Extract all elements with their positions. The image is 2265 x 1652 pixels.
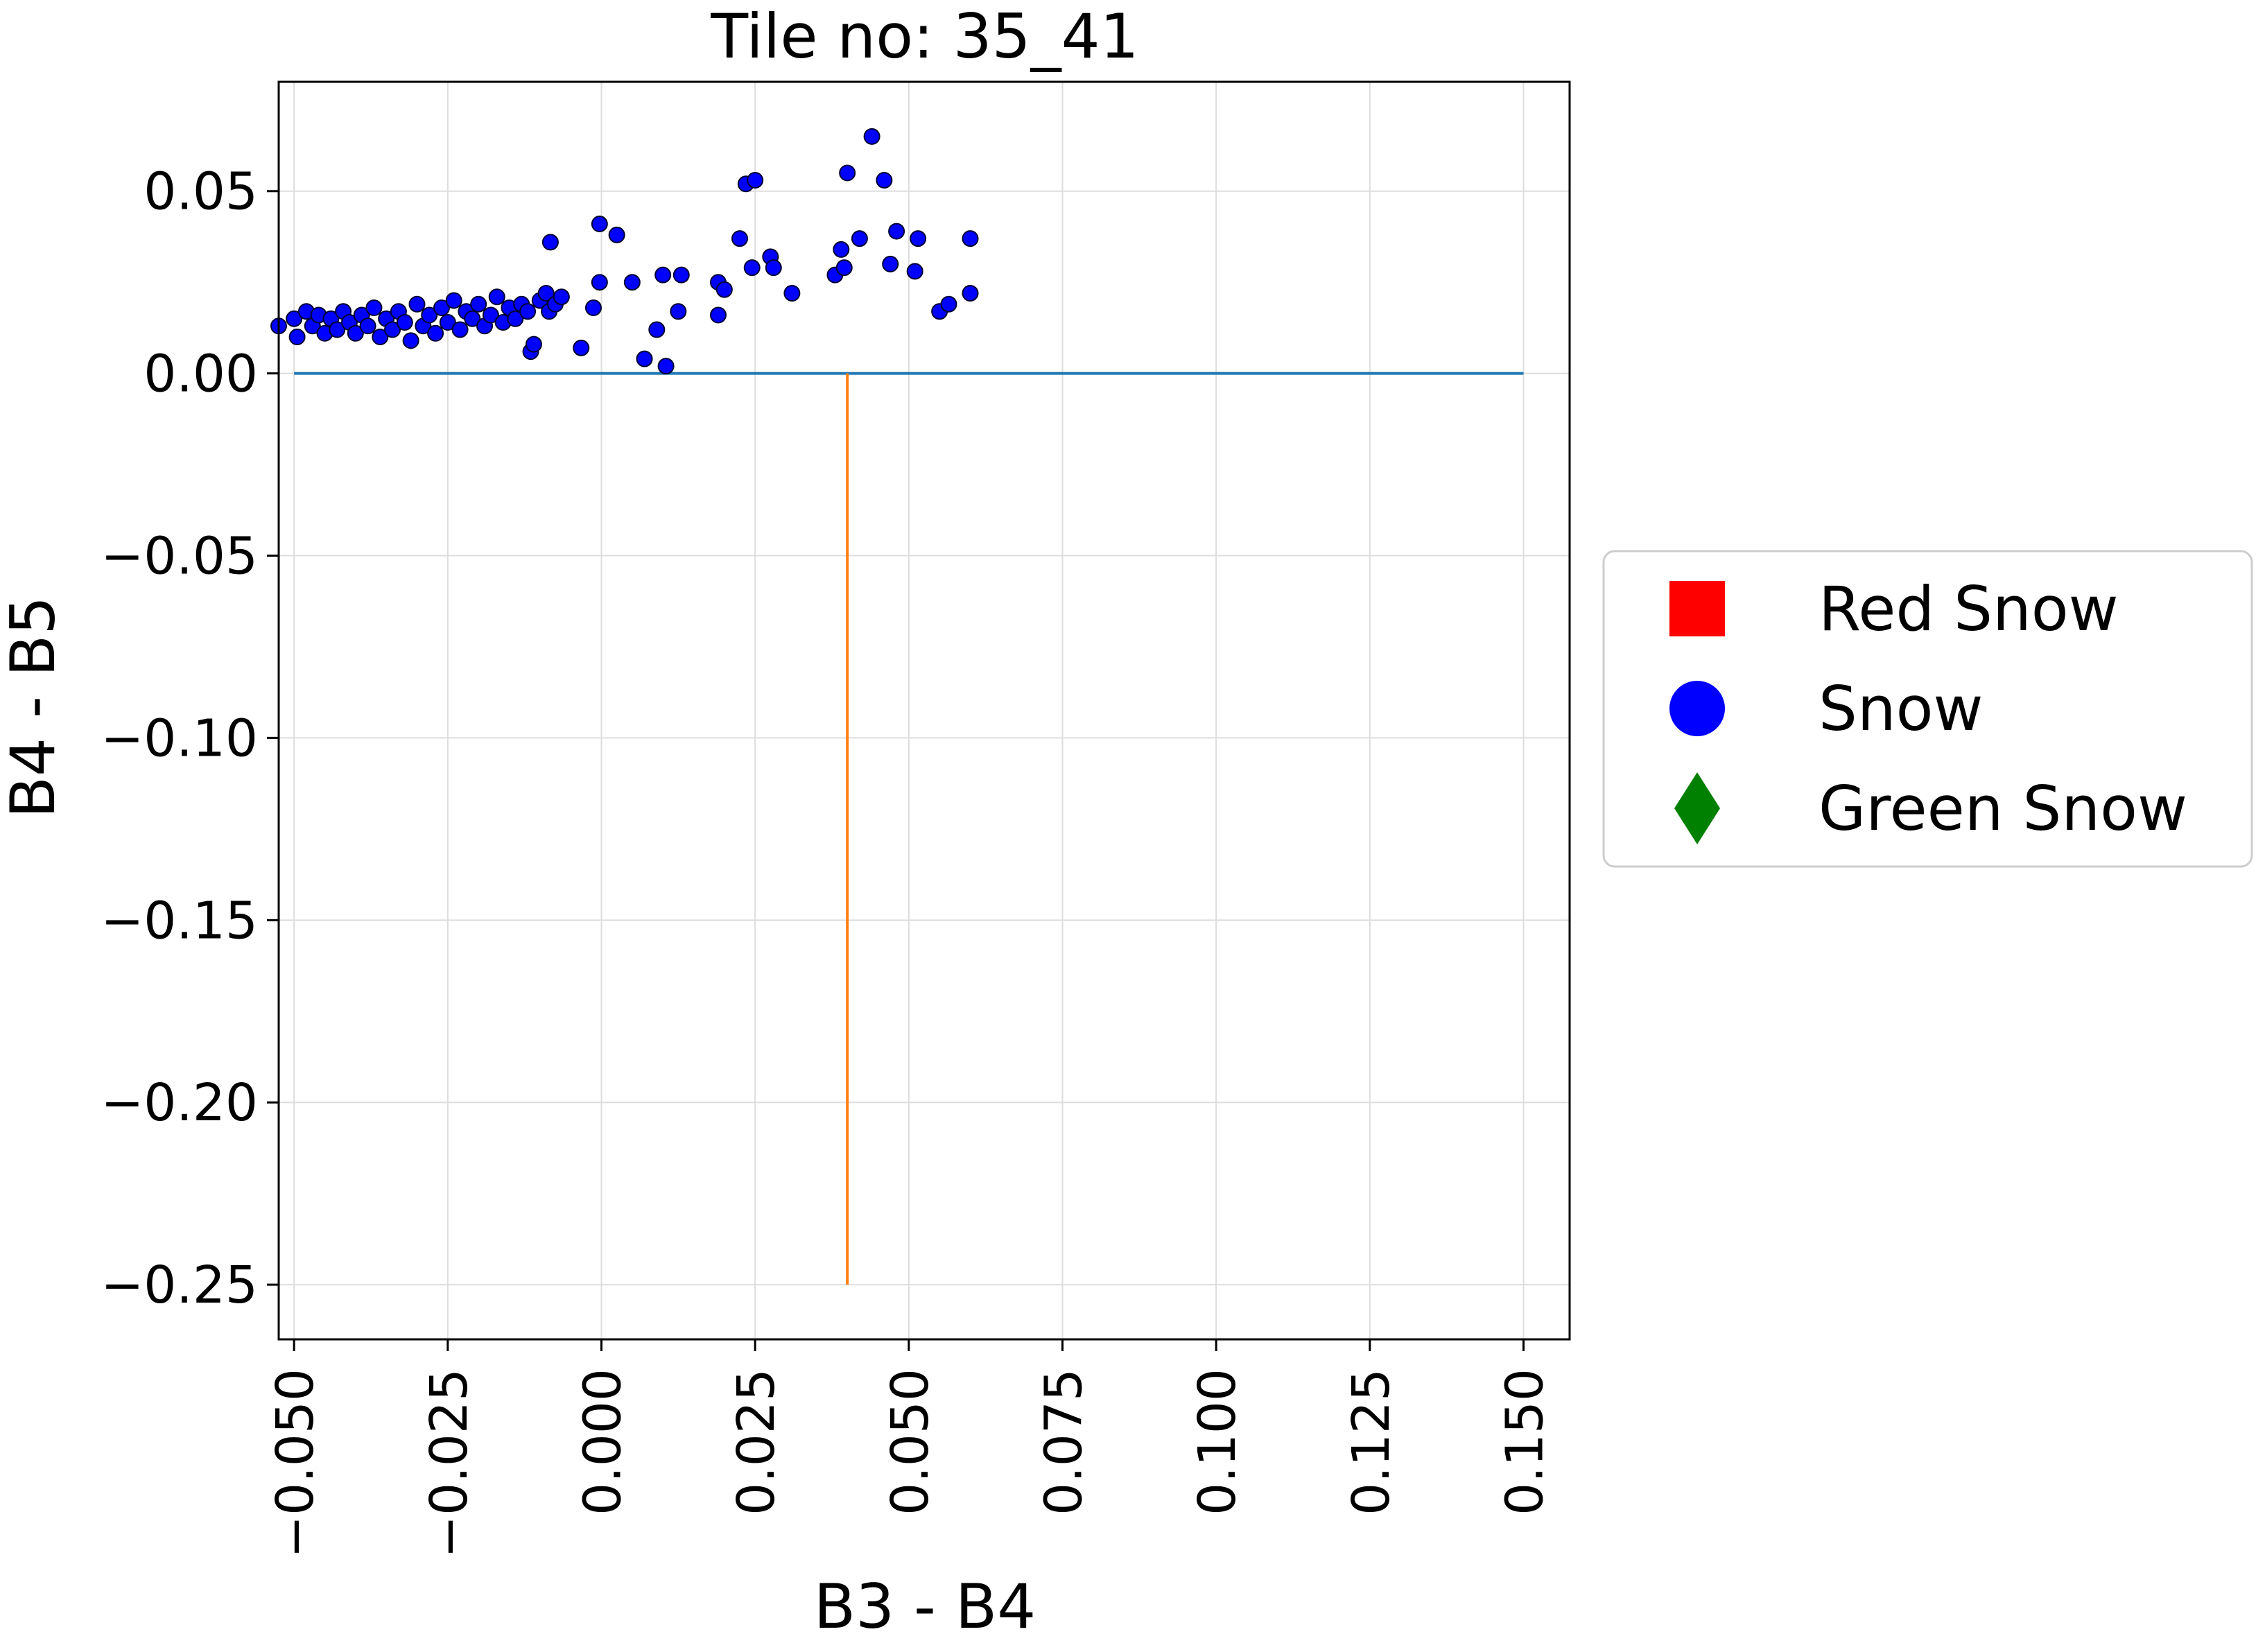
legend-frame	[1602, 550, 2253, 868]
y-tick-label: −0.05	[101, 527, 258, 586]
snow-point	[910, 230, 927, 247]
snow-point	[372, 329, 389, 346]
snow-point	[396, 314, 413, 331]
x-tick-label: −0.025	[419, 1368, 479, 1558]
x-tick-label: 0.050	[880, 1368, 940, 1515]
snow-point	[439, 314, 456, 331]
snow-point	[851, 230, 868, 247]
snow-point	[347, 324, 364, 342]
snow-point	[608, 226, 625, 243]
snow-point	[743, 259, 761, 277]
snow-point	[584, 299, 602, 316]
legend: Red Snow Snow Green Snow	[1602, 550, 2253, 868]
snow-point	[715, 281, 733, 298]
x-axis-label: B3 - B4	[814, 1571, 1036, 1642]
snow-point	[747, 171, 764, 189]
x-axis-ticks: −0.050 −0.025 0.000 0.025 0.050 0.075 0.100 0.1…	[266, 1339, 1555, 1558]
snow-point	[445, 292, 462, 309]
snow-point	[657, 358, 675, 375]
snow-point	[591, 216, 608, 233]
snow-point	[553, 288, 570, 306]
snow-point	[709, 306, 727, 324]
y-tick-label: −0.25	[101, 1255, 258, 1315]
snow-point	[488, 288, 505, 306]
snow-point	[519, 303, 537, 320]
plot-frame	[277, 80, 1571, 1341]
snow-point	[359, 318, 376, 335]
snow-point	[940, 295, 957, 313]
snow-point	[783, 284, 801, 302]
legend-label: Green Snow	[1819, 773, 2187, 844]
snow-point	[537, 284, 555, 302]
snow-point	[654, 266, 672, 284]
snow-point	[573, 339, 590, 356]
y-tick-label: −0.10	[101, 708, 258, 768]
snow-point	[648, 321, 666, 338]
grid	[279, 82, 1570, 1339]
snow-point	[962, 230, 979, 247]
x-tick-label: 0.075	[1034, 1368, 1094, 1515]
snow-point	[365, 299, 383, 316]
y-tick-label: −0.20	[101, 1073, 258, 1133]
snow-point	[672, 266, 690, 284]
snow-point	[765, 259, 782, 277]
snow-point	[286, 310, 303, 327]
snow-point	[876, 171, 893, 189]
y-axis-label: B4 - B5	[0, 596, 69, 818]
snow-point	[427, 324, 444, 342]
snow-point	[863, 128, 880, 145]
snow-point	[833, 241, 850, 258]
reference-lines	[294, 372, 1524, 1285]
y-axis-ticks: 0.05 0.00 −0.05 −0.10 −0.15 −0.20 −0.25	[101, 162, 279, 1315]
legend-label: Red Snow	[1819, 573, 2119, 645]
snow-legend-marker	[1669, 681, 1725, 736]
snow-point	[839, 164, 856, 182]
snow-point	[433, 299, 450, 316]
y-tick-label: 0.00	[144, 345, 258, 404]
green-snow-legend-marker	[1674, 772, 1720, 844]
x-tick-label: 0.025	[727, 1368, 786, 1515]
snow-point	[541, 234, 559, 251]
legend-label: Snow	[1819, 673, 1983, 745]
snow-point	[408, 295, 426, 313]
x-tick-label: 0.125	[1342, 1368, 1401, 1515]
x-tick-label: 0.150	[1495, 1368, 1555, 1515]
x-tick-label: 0.000	[573, 1368, 633, 1515]
y-tick-label: 0.05	[144, 162, 258, 222]
snow-point	[906, 263, 923, 280]
snow-point	[591, 274, 608, 291]
snow-point	[888, 223, 905, 240]
snow-point	[962, 284, 979, 302]
snow-point	[482, 306, 499, 324]
snow-point	[507, 310, 524, 327]
y-tick-label: −0.15	[101, 891, 258, 950]
chart-title: Tile no: 35_41	[710, 1, 1138, 72]
red-snow-legend-marker	[1669, 581, 1725, 636]
snow-point	[835, 259, 853, 277]
x-tick-label: 0.100	[1188, 1368, 1247, 1515]
snow-point	[451, 321, 469, 338]
snow-point	[329, 321, 346, 338]
snow-point	[470, 295, 487, 313]
snow-point	[384, 321, 401, 338]
snow-point	[464, 310, 481, 327]
snow-point	[636, 350, 653, 367]
snow-point	[402, 332, 419, 349]
snow-point	[731, 230, 748, 247]
snow-point	[525, 336, 542, 353]
x-tick-label: −0.050	[266, 1368, 325, 1558]
snow-point	[882, 255, 899, 272]
snow-point	[623, 274, 641, 291]
snow-point	[421, 306, 438, 324]
data-points	[270, 128, 979, 375]
snow-point	[288, 329, 306, 346]
snow-point	[670, 303, 687, 320]
